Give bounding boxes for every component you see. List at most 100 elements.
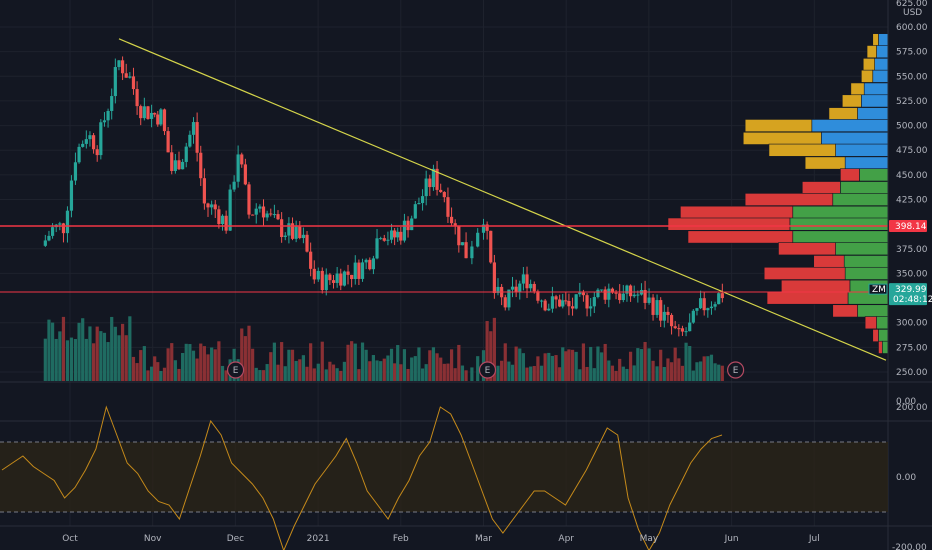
volume-bar [305,366,309,381]
candle-body [396,231,400,238]
candle-body [453,223,457,227]
volume-bar [589,346,593,381]
volume-bar [99,331,103,381]
candle-body [439,189,443,193]
candle-body [162,109,167,132]
candle-body [371,258,376,270]
candle-body [254,208,258,215]
profile-buy-bar [835,242,889,256]
volume-bar [191,350,196,381]
volume-bar [139,350,143,381]
oscillator-pane [0,405,888,550]
time-axis[interactable]: Oct Nov Dec 2021 Feb Mar Apr May Jun Jul [62,534,820,544]
profile-sell-bar [828,107,858,121]
candle-body [195,122,199,153]
candle-body [655,300,659,315]
candle-body [503,297,507,308]
candle-body [570,306,575,309]
volume-bar [81,318,85,381]
volume-bar [431,347,436,381]
volume-bar [603,343,607,381]
volume-bar [50,322,55,381]
profile-sell-bar [742,131,822,145]
price-level-lines[interactable] [0,225,888,293]
volume-bars [43,316,724,381]
trendline[interactable] [118,38,887,361]
x-tick-label: Feb [393,534,409,544]
volume-bar [124,335,128,381]
volume-bar [251,348,255,381]
candle-body [199,152,203,179]
profile-buy-bar [872,69,889,83]
earnings-marker[interactable] [226,361,245,379]
candle-body [651,297,655,315]
volume-bar [280,342,284,381]
y-tick-label: 550.00 [896,72,928,82]
profile-sell-bar [866,45,877,59]
profile-sell-bar [813,255,845,269]
earnings-marker-label: E [485,366,491,376]
volume-bar [446,363,450,381]
volume-bar [173,360,177,381]
candle-body [99,122,103,156]
candle-body [301,234,305,239]
candle-body [131,76,136,90]
candle-body [702,298,706,311]
volume-bar [371,355,376,381]
profile-buy-bar [857,304,889,318]
volume-bar [578,369,582,381]
volume-bar [518,348,522,381]
profile-buy-bar [789,217,889,231]
candle-body [413,204,417,219]
volume-bar [353,343,357,381]
earnings-marker[interactable] [726,361,745,379]
volume-bar [258,370,262,381]
candle-body [128,76,132,78]
candle-body [589,306,593,309]
profile-sell-bar [763,266,846,280]
candle-body [350,274,354,280]
y-tick-label: 375.00 [896,245,928,255]
y-tick-label: 250.00 [896,368,928,378]
candle-body [240,154,244,165]
candle-body [320,270,324,291]
volume-bar [485,321,489,381]
candle-body [578,292,582,295]
volume-bar [570,349,575,381]
volume-bar [402,349,407,381]
volume-bar [439,357,443,381]
candle-body [258,206,262,209]
volume-bar [636,348,640,381]
candle-body [457,226,461,246]
profile-buy-bar [874,58,889,71]
volume-bar [283,366,287,381]
volume-bar [695,362,699,381]
volume-bar [364,349,368,381]
profile-sell-bar [778,242,836,256]
volume-bar [346,344,350,381]
x-tick-label: May [640,534,659,544]
profile-sell-bar [872,33,879,47]
candle-body [339,273,343,286]
volume-bar [350,341,354,381]
current-price-tag [889,283,927,306]
volume-bar [610,365,615,381]
candle-body [120,60,125,74]
candle-body [142,106,146,119]
profile-buy-bar [792,230,889,244]
profile-sell-bar [801,181,841,195]
y-tick-label: 450.00 [896,171,928,181]
candle-body [688,322,692,332]
volume-bar [396,345,400,381]
candle-body [156,114,160,125]
earnings-marker[interactable] [478,361,497,379]
volume-bar [65,340,70,381]
volume-bar [199,343,203,381]
candle-body [69,180,74,211]
volume-bar [500,360,504,381]
volume-bar [224,370,228,381]
